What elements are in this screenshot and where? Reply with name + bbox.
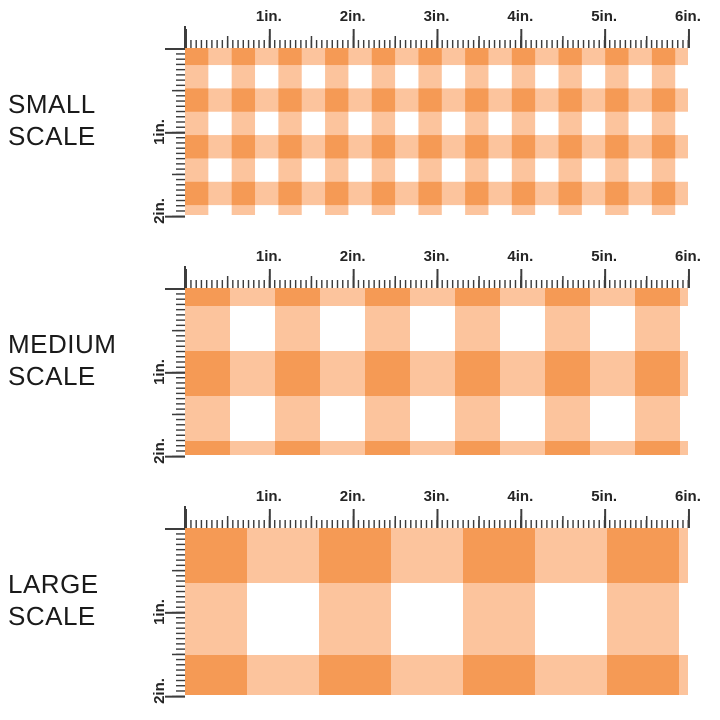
- ruler-label-2in: 2in.: [339, 8, 366, 25]
- section-title-line2: SCALE: [8, 121, 96, 151]
- ruler-label-4in: 4in.: [507, 488, 534, 505]
- ruler-label-5in: 5in.: [591, 488, 618, 505]
- vertical-ruler-label-2in: 2in.: [151, 678, 168, 704]
- scale-section-large: LARGE SCALE 1in. 2in. 3in. 4in. 5in. 6in…: [0, 480, 720, 720]
- section-title-medium: MEDIUM SCALE: [8, 328, 116, 392]
- gingham-swatch-medium: [185, 288, 688, 455]
- vertical-ruler-label-1in: 1in.: [151, 359, 168, 385]
- section-title-line1: SMALL: [8, 89, 96, 119]
- scale-section-medium: MEDIUM SCALE 1in. 2in. 3in. 4in. 5in. 6i…: [0, 240, 720, 480]
- ruler-label-6in: 6in.: [675, 248, 701, 265]
- scale-section-small: SMALL SCALE 1in. 2in. 3in. 4in. 5in. 6in…: [0, 0, 720, 240]
- ruler-label-1in: 1in.: [255, 248, 282, 265]
- ruler-label-1in: 1in.: [255, 8, 282, 25]
- gingham-swatch-small: [185, 48, 688, 215]
- ruler-label-1in: 1in.: [255, 488, 282, 505]
- ruler-label-3in: 3in.: [423, 8, 450, 25]
- ruler-label-3in: 3in.: [423, 488, 450, 505]
- section-title-small: SMALL SCALE: [8, 88, 96, 152]
- ruler-label-6in: 6in.: [675, 488, 701, 505]
- horizontal-ruler-ticks: [185, 29, 690, 48]
- ruler-label-6in: 6in.: [675, 8, 701, 25]
- ruler-label-2in: 2in.: [339, 488, 366, 505]
- ruler-label-2in: 2in.: [339, 248, 366, 265]
- vertical-ruler-label-1in: 1in.: [151, 599, 168, 625]
- section-title-line2: SCALE: [8, 601, 96, 631]
- vertical-ruler-label-2in: 2in.: [151, 198, 168, 224]
- vertical-ruler-label-2in: 2in.: [151, 438, 168, 464]
- ruler-zero-tick: [184, 506, 186, 528]
- section-title-large: LARGE SCALE: [8, 568, 99, 632]
- ruler-label-5in: 5in.: [591, 8, 618, 25]
- gingham-swatch-large: [185, 528, 688, 695]
- ruler-label-4in: 4in.: [507, 8, 534, 25]
- ruler-label-3in: 3in.: [423, 248, 450, 265]
- ruler-label-4in: 4in.: [507, 248, 534, 265]
- section-title-line1: LARGE: [8, 569, 99, 599]
- vertical-ruler-label-1in: 1in.: [151, 119, 168, 145]
- vertical-ruler-ticks: [165, 288, 185, 458]
- horizontal-ruler-ticks: [185, 509, 690, 528]
- vertical-ruler-ticks: [165, 528, 185, 698]
- horizontal-ruler-ticks: [185, 269, 690, 288]
- ruler-zero-tick: [184, 26, 186, 48]
- ruler-label-5in: 5in.: [591, 248, 618, 265]
- ruler-zero-tick: [184, 266, 186, 288]
- section-title-line1: MEDIUM: [8, 329, 117, 359]
- section-title-line2: SCALE: [8, 361, 96, 391]
- vertical-ruler-ticks: [165, 48, 185, 218]
